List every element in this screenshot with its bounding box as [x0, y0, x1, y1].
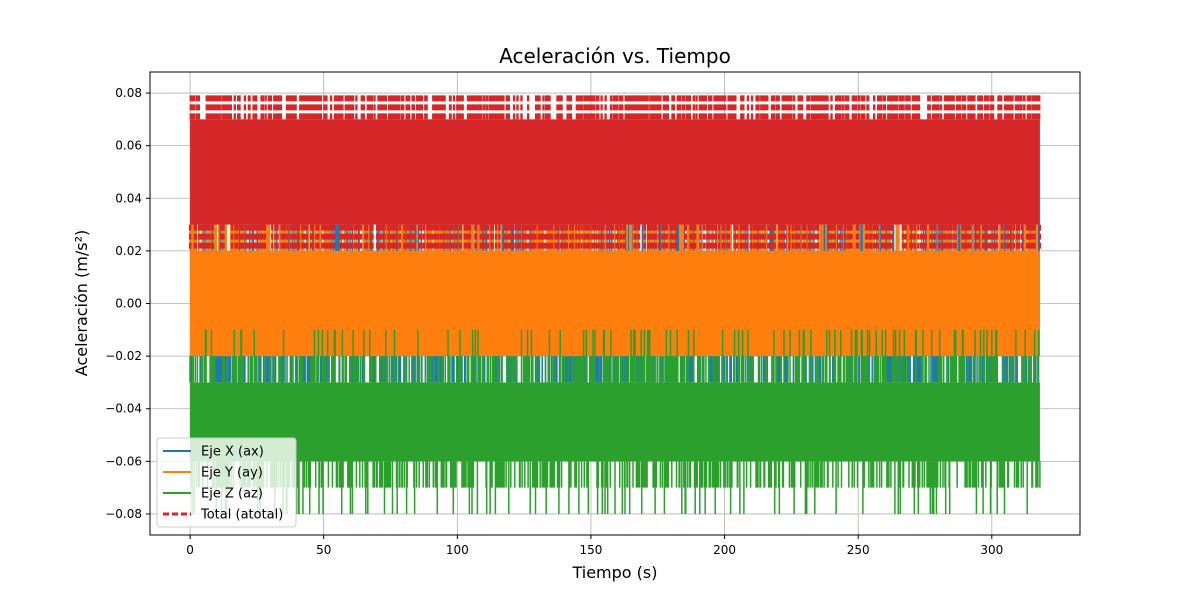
legend: Eje X (ax) Eje Y (ay) Eje Z (az) Total (ato…	[156, 437, 297, 528]
legend-label: Total (atotal)	[200, 508, 283, 523]
y-axis: −0.08 −0.06 −0.04 −0.02 0.00 0.02 0.04 0.06 0.08	[105, 86, 150, 521]
legend-label: Eje X (ax)	[201, 445, 264, 460]
y-axis-label: Aceleración (m/s²)	[72, 230, 91, 376]
y-tick-label: 0.02	[115, 244, 142, 258]
series-1	[189, 224, 1040, 357]
x-tick-label: 50	[316, 543, 331, 557]
series-spikes	[188, 93, 1042, 251]
y-tick-label: 0.04	[115, 191, 142, 205]
x-tick-label: 0	[186, 543, 194, 557]
y-tick-label: −0.08	[105, 507, 142, 521]
y-tick-label: −0.02	[105, 349, 142, 363]
y-tick-label: −0.04	[105, 402, 142, 416]
x-tick-label: 300	[980, 543, 1003, 557]
x-tick-label: 150	[579, 543, 602, 557]
legend-label: Eje Y (ay)	[201, 466, 263, 481]
series-core	[190, 277, 1040, 330]
chart-title: Aceleración vs. Tiempo	[499, 44, 731, 68]
series-spikes	[189, 329, 1041, 514]
x-tick-label: 100	[446, 543, 469, 557]
series-band	[190, 382, 1040, 462]
series-3	[188, 93, 1042, 251]
x-tick-label: 250	[847, 543, 870, 557]
y-tick-label: −0.06	[105, 454, 142, 468]
legend-box	[156, 437, 297, 528]
x-axis-label: Tiempo (s)	[571, 563, 657, 582]
series-band	[190, 119, 1040, 225]
legend-label: Eje Z (az)	[201, 487, 263, 502]
plot-series	[188, 93, 1042, 514]
series-2	[189, 329, 1041, 514]
y-tick-label: 0.00	[115, 297, 142, 311]
y-tick-label: 0.06	[115, 139, 142, 153]
x-axis: 0 50 100 150 200 250 300	[186, 535, 1003, 557]
x-tick-label: 200	[713, 543, 736, 557]
y-tick-label: 0.08	[115, 86, 142, 100]
